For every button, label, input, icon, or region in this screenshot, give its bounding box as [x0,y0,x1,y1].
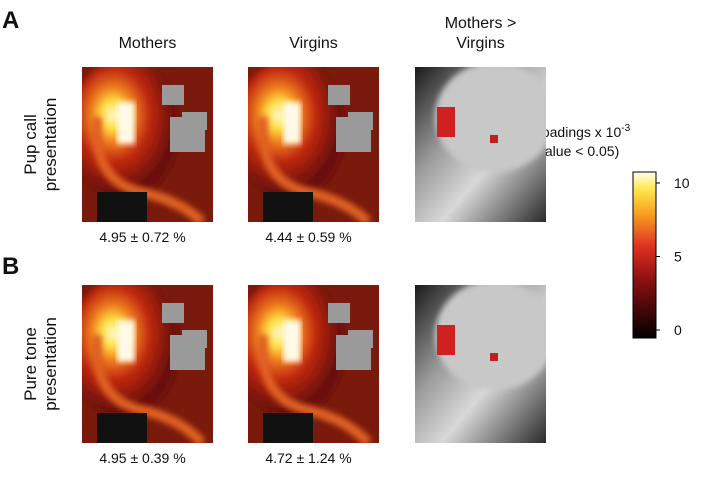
heat-core [117,102,135,144]
map-content [82,285,213,443]
map-content [248,67,379,222]
brain-map [248,67,379,222]
sig-patch [490,135,498,143]
row-label: Pup call [21,114,40,174]
heat-core [283,320,301,362]
map-content [415,285,546,443]
brain-map [415,67,546,222]
gray-patch [182,112,207,130]
row-label: presentation [41,317,60,411]
panel-letter: B [2,253,19,280]
sig-patch [490,353,498,361]
dark-patch [97,413,147,443]
map-content [82,67,213,222]
column-title: Virgins [289,35,338,52]
sig-patch [437,107,455,137]
heat-arc [91,116,206,222]
map-content [415,67,546,222]
brain-map [82,67,213,222]
column-title: Mothers [119,35,177,52]
column-title: Virgins [456,35,505,52]
gray-patch [182,330,207,348]
colorbar-tick-label: 10 [674,175,690,191]
gray-patch [348,330,373,348]
brain-map [248,285,379,443]
dark-patch [263,192,313,222]
dark-patch [97,192,147,222]
colorbar [632,171,657,339]
heat-arc [91,334,206,443]
panel-letter: A [2,7,19,34]
sig-patch [437,325,455,355]
gray-patch [162,85,184,105]
heat-core [283,102,301,144]
colorbar-tick-label: 5 [674,249,682,265]
stat-label: 4.72 ± 1.24 % [265,450,351,466]
anat-blob [435,285,546,390]
dark-patch [263,413,313,443]
gray-patch [162,303,184,323]
brain-map [415,285,546,443]
stat-label: 4.95 ± 0.72 % [99,229,185,245]
map-content [248,285,379,443]
heat-arc [257,334,372,443]
gray-patch [328,303,350,323]
gray-patch [348,112,373,130]
stat-label: 4.44 ± 0.59 % [265,229,351,245]
row-label: Pure tone [21,327,40,401]
brain-map [82,285,213,443]
gray-patch [328,85,350,105]
row-label: presentation [41,98,60,192]
anat-blob [435,67,546,172]
heat-core [117,320,135,362]
colorbar-tick-label: 0 [674,322,682,338]
column-title: Mothers > [445,15,517,32]
heat-arc [257,116,372,222]
stat-label: 4.95 ± 0.39 % [99,450,185,466]
